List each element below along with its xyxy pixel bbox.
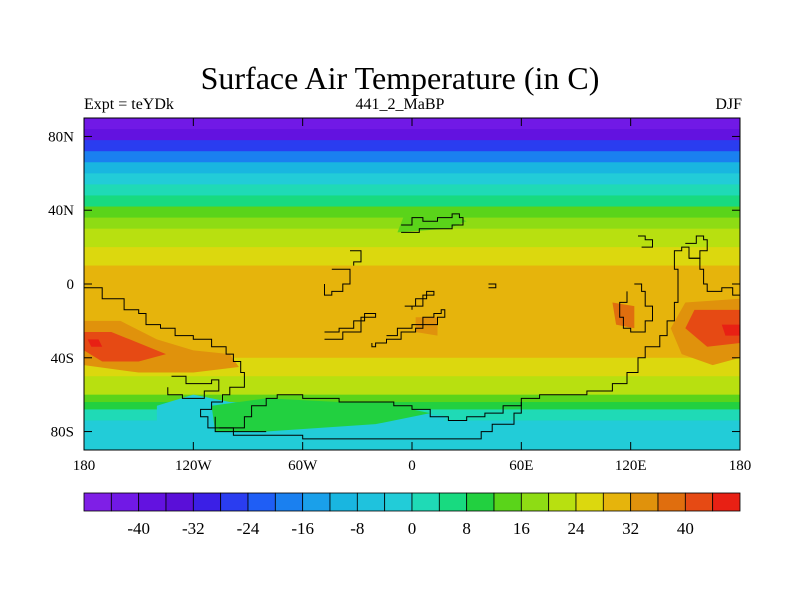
- colorbar-swatch: [712, 492, 741, 512]
- colorbar-swatch: [602, 492, 632, 512]
- coastline: [638, 235, 653, 248]
- y-tick-label: 40N: [48, 203, 74, 219]
- colorbar-label: 40: [677, 519, 694, 538]
- lat-band: [84, 151, 740, 163]
- coastline: [84, 246, 740, 429]
- colorbar-label: -24: [237, 519, 260, 538]
- lat-band: [84, 394, 740, 403]
- colorbar-swatch: [220, 492, 249, 512]
- colorbar-swatch: [438, 492, 468, 512]
- lat-band: [84, 228, 740, 248]
- colorbar-swatch: [548, 492, 577, 512]
- coastline: [619, 283, 653, 333]
- x-tick-label: 180: [73, 458, 96, 474]
- colorbar-swatch: [411, 492, 440, 512]
- lat-band: [84, 206, 740, 219]
- colorbar-label: -40: [127, 519, 150, 538]
- coastline: [404, 290, 435, 310]
- coastline: [488, 283, 497, 289]
- colorbar-label: 16: [513, 519, 530, 538]
- lat-band: [84, 357, 740, 377]
- lat-band: [84, 162, 740, 174]
- colorbar-swatch: [466, 492, 495, 512]
- x-tick-label: 60E: [509, 458, 533, 474]
- colorbar-label: -8: [350, 519, 364, 538]
- colorbar-label: -16: [291, 519, 314, 538]
- coastlines: [84, 213, 740, 440]
- coastline: [685, 235, 708, 259]
- y-tick-label: 80S: [51, 425, 74, 441]
- x-tick-label: 60W: [288, 458, 318, 474]
- lat-band: [84, 247, 740, 267]
- warm-patch: [721, 324, 740, 336]
- colorbar-swatch: [302, 492, 331, 512]
- colorbar-swatch: [684, 492, 714, 512]
- colorbar-swatch: [384, 492, 413, 512]
- land-surface: [156, 210, 467, 436]
- warm-anomalies: [84, 298, 740, 373]
- warm-patch: [415, 317, 438, 336]
- colorbar-swatch: [657, 492, 686, 512]
- lat-band: [84, 376, 740, 396]
- coastline: [214, 416, 267, 433]
- axis-ticks: 180 120W 60W 0 60E 120E 180 80N 40N 0 40S 80S: [48, 118, 751, 474]
- y-tick-label: 0: [67, 277, 75, 293]
- coastline: [350, 250, 362, 266]
- lat-band: [84, 195, 740, 208]
- colorbar-swatch: [274, 492, 304, 512]
- season-label: DJF: [715, 96, 742, 113]
- colorbar-label: 0: [408, 519, 417, 538]
- colorbar-swatch: [110, 492, 140, 512]
- colorbar-label: -32: [182, 519, 205, 538]
- x-tick-label: 0: [408, 458, 416, 474]
- colorbar-swatch: [165, 492, 194, 512]
- x-tick-label: 180: [729, 458, 752, 474]
- chart-title: Surface Air Temperature (in C): [200, 60, 600, 96]
- warm-patch: [87, 339, 103, 347]
- lat-band: [84, 339, 740, 359]
- colorbar-swatch: [83, 492, 112, 512]
- colorbar-swatch: [575, 492, 604, 512]
- lat-band: [84, 140, 740, 152]
- coastline: [218, 402, 522, 440]
- colorbar-swatch: [247, 492, 276, 512]
- colorbar-swatch: [630, 492, 659, 512]
- colorbar-swatch: [192, 492, 222, 512]
- coastline: [324, 313, 377, 340]
- lat-band: [84, 184, 740, 197]
- colorbar: -40 -32 -24 -16 -8 0 8 16 24 32 40: [83, 492, 741, 538]
- colorbar-swatch: [520, 492, 550, 512]
- coastline: [324, 268, 351, 296]
- y-tick-label: 40S: [51, 351, 74, 367]
- lat-band: [84, 284, 740, 304]
- land-area: [211, 398, 431, 432]
- lat-band: [84, 129, 740, 141]
- warm-patch: [612, 302, 635, 329]
- lat-band: [84, 265, 740, 285]
- colorbar-label: 24: [568, 519, 586, 538]
- x-tick-label: 120W: [175, 458, 213, 474]
- coastline: [401, 213, 464, 233]
- run-label: 441_2_MaBP: [355, 96, 445, 113]
- coastline: [167, 375, 220, 399]
- colorbar-label: 32: [622, 519, 639, 538]
- lat-band: [84, 302, 740, 322]
- colorbar-swatch: [356, 492, 386, 512]
- lat-band: [84, 173, 740, 185]
- warm-patch: [84, 331, 166, 362]
- colorbar-swatch: [329, 492, 358, 512]
- x-tick-label: 120E: [615, 458, 647, 474]
- coastline: [371, 309, 446, 348]
- y-tick-label: 80N: [48, 129, 74, 145]
- experiment-label: Expt = teYDk: [84, 96, 174, 113]
- colorbar-swatch: [493, 492, 522, 512]
- colorbar-label: 8: [462, 519, 471, 538]
- lat-band: [84, 320, 740, 340]
- warm-patch: [685, 309, 740, 347]
- colorbar-swatch: [138, 492, 167, 512]
